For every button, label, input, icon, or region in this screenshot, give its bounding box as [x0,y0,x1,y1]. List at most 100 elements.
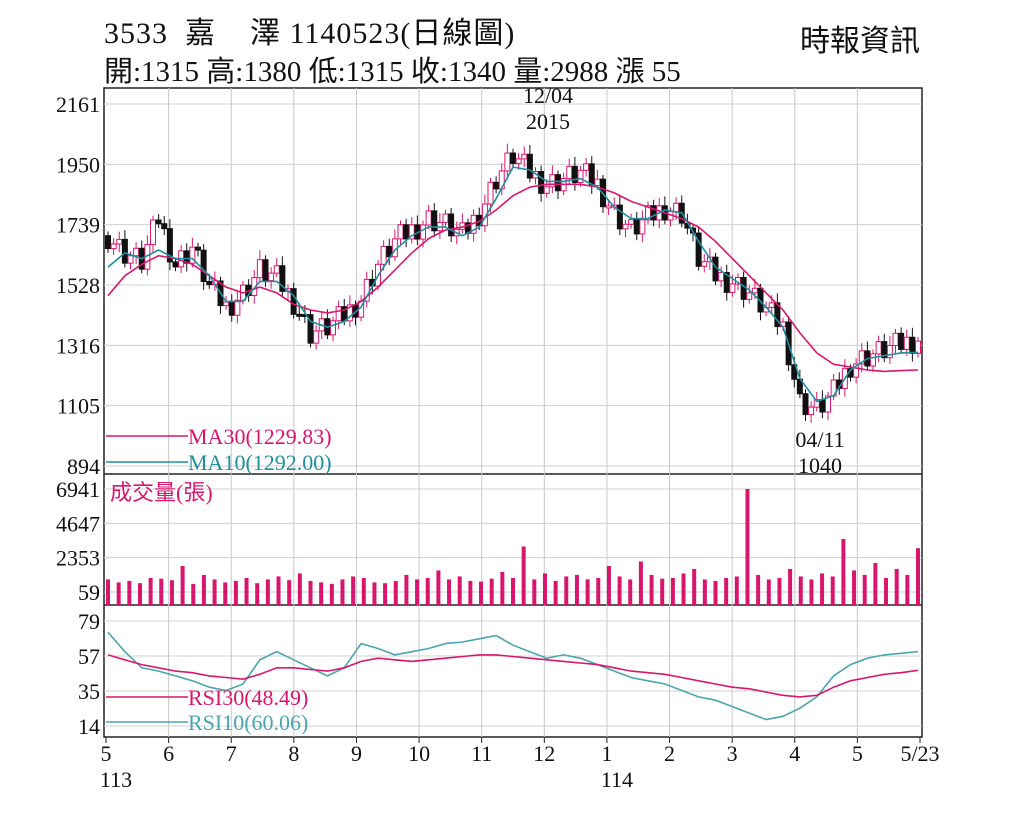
candle-body [172,261,179,268]
volume-bar [169,580,174,605]
volume-bar [649,574,654,605]
x-tick-label: 1 [601,741,612,766]
candle-body [487,181,494,205]
volume-bar [542,573,547,605]
candle-body [313,330,320,344]
candle-body [425,210,432,226]
candle-body [105,235,111,250]
rsi30-line [107,654,919,698]
candle-body [526,153,533,179]
candle-body [645,205,651,221]
candle-body [256,259,263,279]
price-tick-label: 894 [67,454,100,479]
volume-bar [884,577,889,605]
volume-bar [606,565,611,605]
ma30-line [107,183,919,373]
rsi-tick-label: 35 [78,679,100,704]
x-year-label: 114 [601,767,633,792]
candle-body [296,313,303,317]
volume-bar [351,576,356,605]
x-tick-label: 5 [101,741,112,766]
x-year-label: 113 [100,767,132,792]
volume-bar [287,580,292,605]
volume-bar [596,577,601,605]
candle-body [346,304,353,322]
candle-body [881,341,888,359]
volume-bar [425,577,430,605]
candle-body [813,399,820,408]
volume-bar [297,573,302,605]
volume-bar [457,576,462,605]
volume-bar [127,580,132,605]
candle-body [442,213,449,223]
volume-bar [244,577,249,605]
volume-bar [329,583,334,605]
candle-body [819,399,826,413]
candle-body [262,259,269,282]
volume-bar [148,577,153,605]
volume-bar [830,576,835,605]
candle-body [577,169,584,183]
price-tick-label: 1105 [57,394,100,419]
rsi10-line [107,631,919,721]
candle-body [121,238,128,264]
volume-bar [553,580,558,605]
x-tick-label: 7 [226,741,237,766]
candle-body [751,287,758,294]
x-tick-label: 2 [664,741,675,766]
price-tick-label: 1950 [56,152,100,177]
candle-body [110,243,117,250]
candle-body [397,224,404,240]
candle-body [628,219,635,225]
volume-bar [638,561,643,605]
price-tick-label: 1739 [56,213,100,238]
candle-body [330,320,336,336]
volume-bar [223,582,228,605]
volume-bar [628,579,633,605]
candle-body [155,219,162,225]
candle-body [161,223,168,230]
candle-body [127,255,134,264]
volume-bar [340,579,345,605]
candle-body [583,163,590,171]
volume-bar [212,579,217,605]
legend-label: MA10(1292.00) [188,450,332,475]
x-tick-label: 6 [163,741,174,766]
volume-bar [383,583,388,605]
candle-body [673,202,680,213]
candle-body [740,277,747,300]
candle-body [853,363,860,378]
volume-bar [660,578,665,605]
x-tick-label: 10 [408,741,430,766]
candle-body [448,213,455,237]
candle-body [729,283,736,293]
x-tick-label: 9 [351,741,362,766]
volume-bar [180,565,185,605]
volume-bar [521,546,526,605]
volume-bar [777,577,782,605]
candle-body [566,165,573,180]
ohlc-summary: 開:1315 高:1380 低:1315 收:1340 量:2988 漲 55 [104,56,681,88]
candle-body [195,246,201,251]
volume-bar [361,577,366,605]
candle-body [898,332,905,350]
volume-bar [201,574,206,605]
x-tick-label: 5/23 [900,741,939,766]
volume-bar [873,562,878,605]
volume-bar [479,581,484,605]
volume-bar [308,580,313,605]
candle-body [493,181,500,190]
candle-body [251,277,258,297]
volume-bar [436,570,441,605]
volume-bar [862,574,867,605]
plot-frame [103,87,923,738]
candle-body [870,353,876,367]
x-tick-label: 5 [852,741,863,766]
volume-bar [841,539,846,605]
volume-bar [670,577,675,605]
volume-bar [766,579,771,605]
candle-body [909,336,916,354]
x-tick-label: 8 [288,741,299,766]
volume-bar [905,574,910,605]
